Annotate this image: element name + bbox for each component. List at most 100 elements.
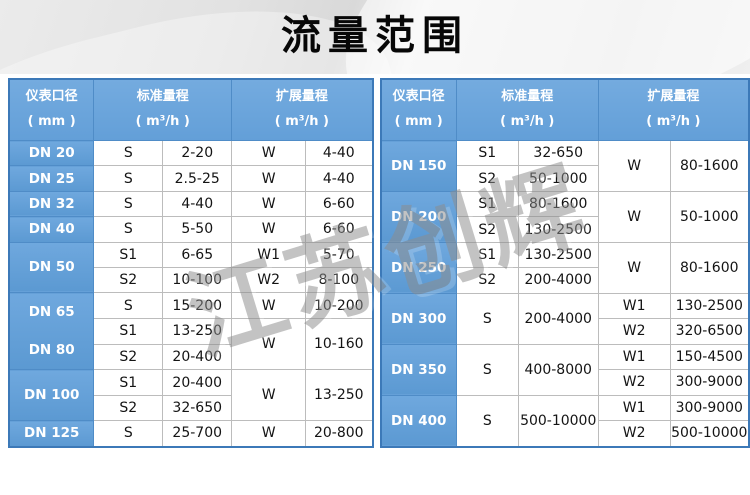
ext-range-cell: 10-200 [305,292,373,319]
std-range-cell: 400-8000 [517,343,599,396]
ext-label-cell: W [231,216,307,243]
flow-table-left: 仪表口径 ( mm ) 标准量程 ( m³/h ) 扩展量程 ( m³/h ) … [8,78,374,448]
table-row: DN 50 S1 6-65 W1 5-70 [8,241,373,294]
ext-label-cell: W [231,190,307,218]
table-row: DN 100 S1 20-400 W 13-250 [8,369,373,422]
std-range-cell: 20-400 [162,343,233,371]
ext-label-cell: W2 [231,266,307,294]
dn-cell: DN 100 [8,369,95,422]
ext-label-cell: W [231,139,307,167]
ext-range-cell: 300-9000 [669,394,750,421]
std-range-cell: 32-650 [517,139,599,167]
std-range-cell: 500-10000 [517,394,599,448]
ext-range-cell: 150-4500 [669,343,750,371]
std-range-cell: 50-1000 [517,165,599,192]
std-label-cell: S2 [93,394,164,422]
table-row: W2 500-10000 [381,419,750,448]
col-header-standard-unit: ( m³/h ) [500,114,555,129]
std-label-cell: S [455,394,519,448]
std-range-cell: 200-4000 [517,292,599,345]
std-label-cell: S1 [455,190,519,218]
flow-table-right: 仪表口径 ( mm ) 标准量程 ( m³/h ) 扩展量程 ( m³/h ) … [379,78,750,448]
dn-cell: DN 150 [380,140,457,192]
ext-label-cell: W [231,420,307,448]
col-header-standard-unit: ( m³/h ) [135,114,190,129]
ext-label-cell: W [231,369,307,422]
std-label-cell: S2 [455,216,519,243]
col-header-diameter: 仪表口径 ( mm ) [380,78,457,141]
dn-cell: DN 250 [380,241,457,294]
std-label-cell: S [93,216,164,243]
dn-cell: DN 125 [8,420,95,448]
std-range-cell: 20-400 [162,369,233,396]
std-range-cell: 2-20 [162,139,233,167]
std-label-cell: S1 [93,369,164,396]
std-range-cell: 4-40 [162,190,233,218]
ext-label-cell: W2 [597,318,671,345]
std-label-cell: S2 [93,266,164,294]
std-label-cell: S [93,139,164,167]
ext-label-cell: W [231,165,307,192]
ext-label-cell: W1 [597,343,671,371]
std-label-cell: S1 [93,241,164,268]
dn-cell: DN 40 [8,216,95,243]
ext-label-cell: W1 [231,241,307,268]
ext-range-cell: 10-160 [305,317,373,371]
ext-range-cell: 80-1600 [669,140,750,192]
table-row: DN 400 S 500-10000 W1 300-9000 [380,394,750,448]
col-header-standard-name: 标准量程 [136,89,189,104]
std-range-cell: 80-1600 [517,190,599,218]
std-range-cell: 10-100 [162,266,233,294]
std-range-cell: 5-50 [162,216,233,243]
table-row: S2 130-2500 [381,216,750,243]
ext-range-cell: 320-6500 [669,318,750,345]
table-row: DN 250 S1 130-2500 W 80-1600 [380,241,750,294]
col-header-diameter-name: 仪表口径 [392,89,445,104]
table-row: S2 10-100 W2 8-100 [9,266,373,294]
col-header-extended-unit: ( m³/h ) [274,114,329,129]
std-label-cell: S1 [455,241,519,269]
ext-label-cell: W1 [597,292,671,320]
std-range-cell: 200-4000 [517,267,599,294]
table-header-row: 仪表口径 ( mm ) 标准量程 ( m³/h ) 扩展量程 ( m³/h ) [8,78,373,141]
table-row: W2 300-9000 [381,369,750,396]
table-row: DN 200 S1 80-1600 W 50-1000 [380,190,750,243]
ext-label-cell: W2 [597,419,671,448]
std-label-cell: S1 [455,139,519,167]
ext-range-cell: 50-1000 [669,190,750,243]
table-row: DN 350 S 400-8000 W1 150-4500 [380,343,750,396]
ext-range-cell: 300-9000 [669,369,750,396]
std-label-cell: S2 [455,267,519,294]
ext-range-cell: 5-70 [305,241,373,268]
std-label-cell: S [93,190,164,218]
ext-label-cell: W [231,317,307,371]
ext-label-cell: W2 [597,369,671,396]
ext-range-cell: 20-800 [305,420,373,448]
std-range-cell: 2.5-25 [162,165,233,192]
ext-label-cell: W1 [597,394,671,421]
col-header-standard-range: 标准量程 ( m³/h ) [455,78,599,141]
col-header-diameter: 仪表口径 ( mm ) [8,78,95,141]
dn-cell: DN 350 [380,343,457,396]
table-header-row: 仪表口径 ( mm ) 标准量程 ( m³/h ) 扩展量程 ( m³/h ) [380,78,750,141]
table-row: DN 300 S 200-4000 W1 130-2500 [380,292,750,345]
std-range-cell: 130-2500 [517,216,599,243]
ext-label-cell: W [597,190,671,243]
dn-cell: DN 32 [8,190,95,218]
table-row: S2 200-4000 [381,267,750,294]
std-range-cell: 15-200 [162,292,233,319]
ext-range-cell: 13-250 [305,369,373,422]
dn-cell: DN 300 [380,292,457,345]
ext-label-cell: W [597,140,671,192]
table-row: DN 32 S 4-40 W 6-60 [8,190,373,218]
dn-cell: DN 400 [380,394,457,448]
table-row: S2 20-400 [9,343,373,371]
std-range-cell: 6-65 [162,241,233,268]
ext-label-cell: W [231,292,307,319]
ext-range-cell: 4-40 [305,165,373,192]
std-range-cell: 25-700 [162,420,233,448]
col-header-diameter-unit: ( mm ) [27,114,76,129]
dn-cell: DN 65 DN 80 [8,292,95,371]
std-label-cell: S2 [455,165,519,192]
ext-range-cell: 8-100 [305,266,373,294]
